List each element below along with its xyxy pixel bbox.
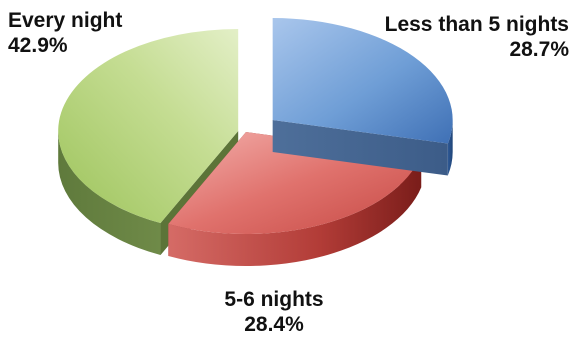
slice-label-every-night-name: Every night [8, 9, 123, 32]
slice-label-5-6-nights-name: 5-6 nights [224, 288, 324, 311]
slice-label-5-6-nights-value: 28.4% [244, 313, 304, 336]
slice-label-less-than-5-nights-value: 28.7% [509, 38, 569, 61]
slice-less-than-5-nights [272, 18, 453, 144]
slice-every-night [58, 28, 239, 224]
slice-label-5-6-nights: 5-6 nights 28.4% [208, 287, 340, 337]
slice-side-5-6-nights-0 [168, 155, 422, 267]
slice-label-every-night: Every night 42.9% [8, 8, 122, 58]
slice-label-less-than-5-nights-name: Less than 5 nights [384, 13, 569, 36]
pie-body [58, 18, 453, 267]
slice-label-less-than-5-nights: Less than 5 nights 28.7% [385, 12, 569, 62]
slice-inner-face-less-than-5-nights-1 [272, 120, 448, 176]
slice-side-every-night-0 [58, 130, 161, 256]
slice-side-less-than-5-nights-0 [447, 120, 453, 176]
slice-label-every-night-value: 42.9% [8, 34, 68, 57]
